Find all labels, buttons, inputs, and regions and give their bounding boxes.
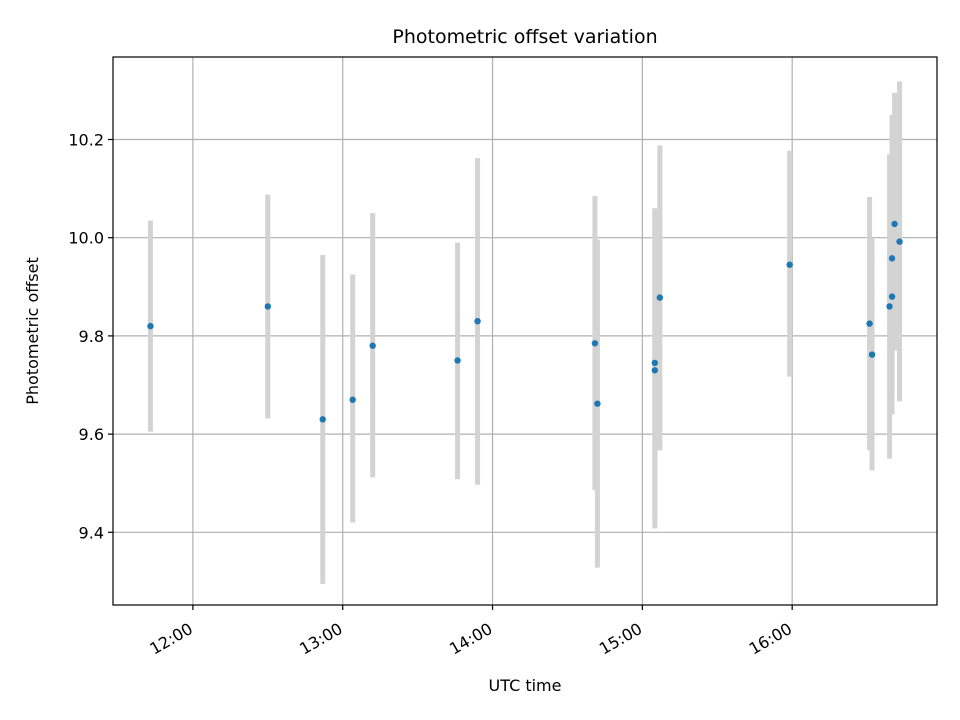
data-point bbox=[349, 396, 356, 403]
data-point bbox=[264, 303, 272, 310]
data-point bbox=[369, 342, 376, 349]
grid-lines bbox=[113, 57, 937, 605]
data-point bbox=[866, 320, 873, 327]
data-point bbox=[888, 293, 896, 300]
data-point bbox=[454, 357, 461, 364]
data-point bbox=[594, 400, 601, 407]
data-points bbox=[147, 220, 903, 423]
y-axis-ticks: 9.4 9.6 9.8 10.0 10.2 bbox=[68, 130, 113, 542]
data-point bbox=[888, 255, 896, 262]
y-tick-label: 9.8 bbox=[79, 327, 104, 346]
data-point bbox=[319, 416, 326, 423]
y-tick-label: 9.4 bbox=[79, 523, 104, 542]
y-tick-label: 9.6 bbox=[79, 425, 104, 444]
plot-area-frame bbox=[112, 56, 938, 606]
y-tick-label: 10.2 bbox=[68, 130, 104, 149]
x-axis-label: UTC time bbox=[489, 676, 562, 695]
data-point bbox=[591, 340, 599, 347]
data-point bbox=[474, 317, 481, 325]
data-point bbox=[786, 261, 793, 268]
data-point bbox=[147, 322, 154, 330]
y-tick-label: 10.0 bbox=[68, 229, 104, 248]
data-point bbox=[891, 220, 898, 228]
data-point bbox=[868, 351, 876, 358]
data-point bbox=[656, 294, 664, 301]
data-point bbox=[651, 359, 659, 367]
data-point bbox=[651, 367, 659, 374]
y-axis-label: Photometric offset bbox=[23, 257, 42, 405]
data-point bbox=[886, 303, 893, 310]
data-point bbox=[896, 238, 903, 245]
chart-title: Photometric offset variation bbox=[392, 26, 657, 48]
